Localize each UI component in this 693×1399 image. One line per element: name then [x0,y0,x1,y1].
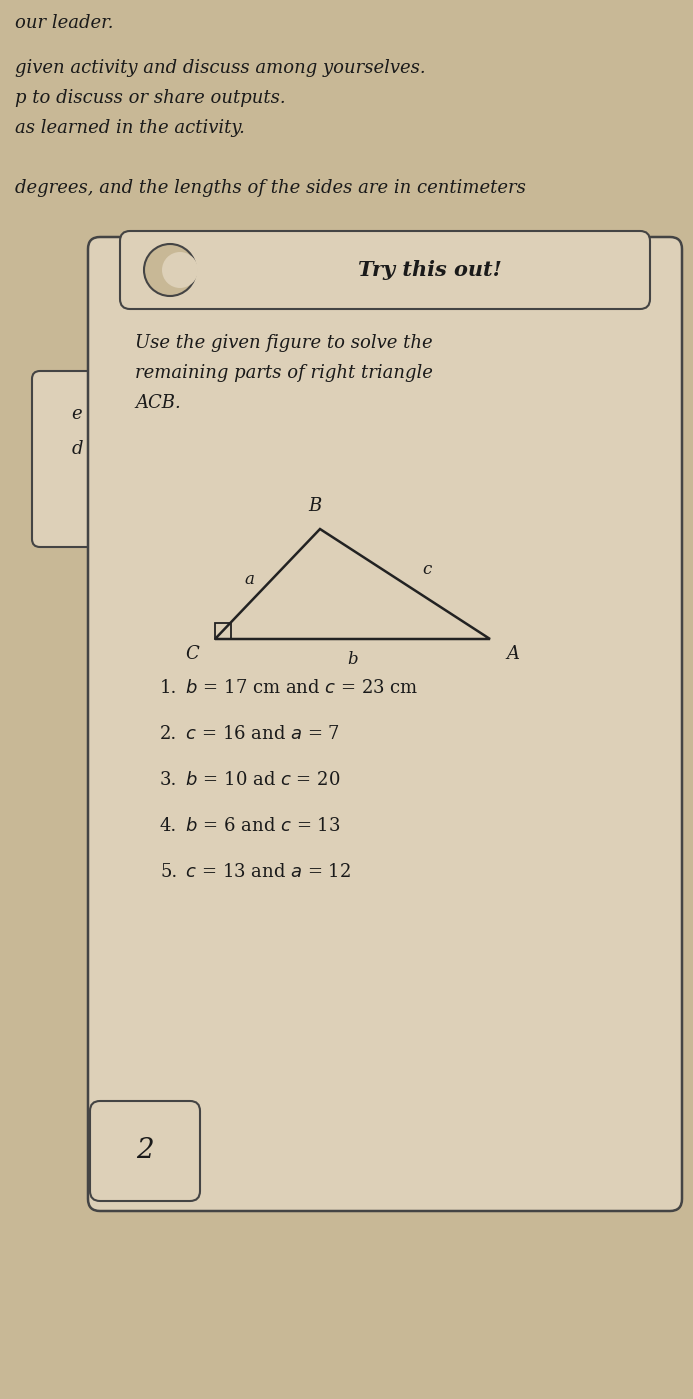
Circle shape [144,243,196,297]
Text: $b$ = 17 cm and $c$ = 23 cm: $b$ = 17 cm and $c$ = 23 cm [180,679,419,697]
Text: 4.: 4. [160,817,177,835]
Text: Use the given figure to solve the: Use the given figure to solve the [135,334,432,353]
Text: as learned in the activity.: as learned in the activity. [15,119,245,137]
Text: $b$ = 6 and $c$ = 13: $b$ = 6 and $c$ = 13 [180,817,340,835]
Text: 2: 2 [137,1137,154,1164]
Text: b: b [347,651,358,667]
Text: e: e [71,404,82,422]
Text: c: c [422,561,432,578]
Bar [215,623,231,639]
FancyBboxPatch shape [120,231,650,309]
Text: 1.: 1. [160,679,177,697]
Text: remaining parts of right triangle: remaining parts of right triangle [135,364,433,382]
Text: p to discuss or share outputs.: p to discuss or share outputs. [15,90,286,106]
Circle shape [162,252,198,288]
Text: A: A [506,645,519,663]
FancyBboxPatch shape [90,1101,200,1200]
FancyBboxPatch shape [32,371,113,547]
Text: given activity and discuss among yourselves.: given activity and discuss among yoursel… [15,59,426,77]
Text: C: C [185,645,199,663]
Text: 2.: 2. [160,725,177,743]
Text: B: B [308,497,322,515]
Text: Try this out!: Try this out! [358,260,502,280]
Text: $c$ = 16 and $a$ = 7: $c$ = 16 and $a$ = 7 [180,725,340,743]
Text: $c$ = 13 and $a$ = 12: $c$ = 13 and $a$ = 12 [180,863,351,881]
Text: a: a [245,571,254,588]
Text: 5.: 5. [160,863,177,881]
Text: $b$ = 10 ad $c$ = 20: $b$ = 10 ad $c$ = 20 [180,771,340,789]
Text: 3.: 3. [160,771,177,789]
Text: d: d [71,441,82,457]
Text: our leader.: our leader. [15,14,114,32]
Text: degrees, and the lengths of the sides are in centimeters: degrees, and the lengths of the sides ar… [15,179,526,197]
FancyBboxPatch shape [88,236,682,1212]
Text: ACB.: ACB. [135,395,181,411]
